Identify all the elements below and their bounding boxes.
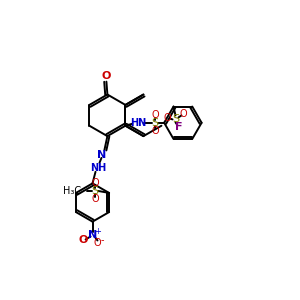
Text: O: O [92,178,99,188]
Text: N: N [88,230,97,239]
Text: HN: HN [130,118,146,128]
Text: O: O [94,238,101,248]
Text: O: O [92,194,99,204]
Text: -: - [101,236,104,245]
Text: O: O [102,71,111,81]
Text: S: S [92,186,99,196]
Text: H₃C: H₃C [63,186,81,196]
Text: NH: NH [90,163,106,173]
Text: S: S [172,114,179,124]
Text: O: O [151,126,159,136]
Text: N: N [97,150,106,160]
Text: O: O [151,110,159,120]
Text: O: O [180,110,187,119]
Text: O: O [164,113,171,123]
Text: O: O [79,236,88,245]
Text: F: F [175,122,182,132]
Text: +: + [94,227,101,236]
Text: S: S [152,118,159,128]
